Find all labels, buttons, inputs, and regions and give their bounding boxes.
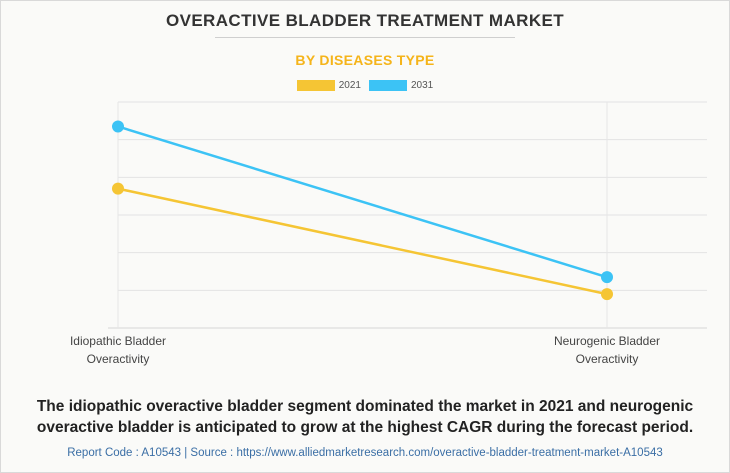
legend-item-2021: 2021 [296, 80, 361, 91]
series-line-2021 [117, 187, 608, 296]
data-point-2021-1 [601, 288, 613, 301]
data-point-2021-0 [112, 182, 124, 195]
data-point-2031-1 [601, 271, 613, 284]
x-tick-label-1: Neurogenic Bladder Overactivity [554, 334, 660, 366]
legend-swatch-2031 [369, 80, 407, 91]
page-title: OVERACTIVE BLADDER TREATMENT MARKET [165, 11, 565, 30]
line-chart: Idiopathic Bladder Overactivity Neurogenic… [70, 101, 707, 366]
legend-label-2021: 2021 [338, 80, 361, 91]
legend-label-2031: 2031 [411, 80, 434, 91]
chart-subtitle: BY DISEASES TYPE [295, 52, 435, 68]
title-divider [215, 37, 515, 38]
chart-legend: 2021 2031 [0, 80, 730, 91]
source-footer[interactable]: Report Code : A10543 | Source : https://… [67, 447, 663, 459]
series-line-2031 [117, 125, 608, 279]
chart-caption: The idiopathic overactive bladder segmen… [36, 398, 694, 436]
x-tick-label-0: Idiopathic Bladder Overactivity [70, 334, 166, 366]
legend-item-2031: 2031 [369, 80, 433, 91]
legend-swatch-2021 [296, 80, 335, 91]
data-point-2031-0 [112, 120, 124, 133]
